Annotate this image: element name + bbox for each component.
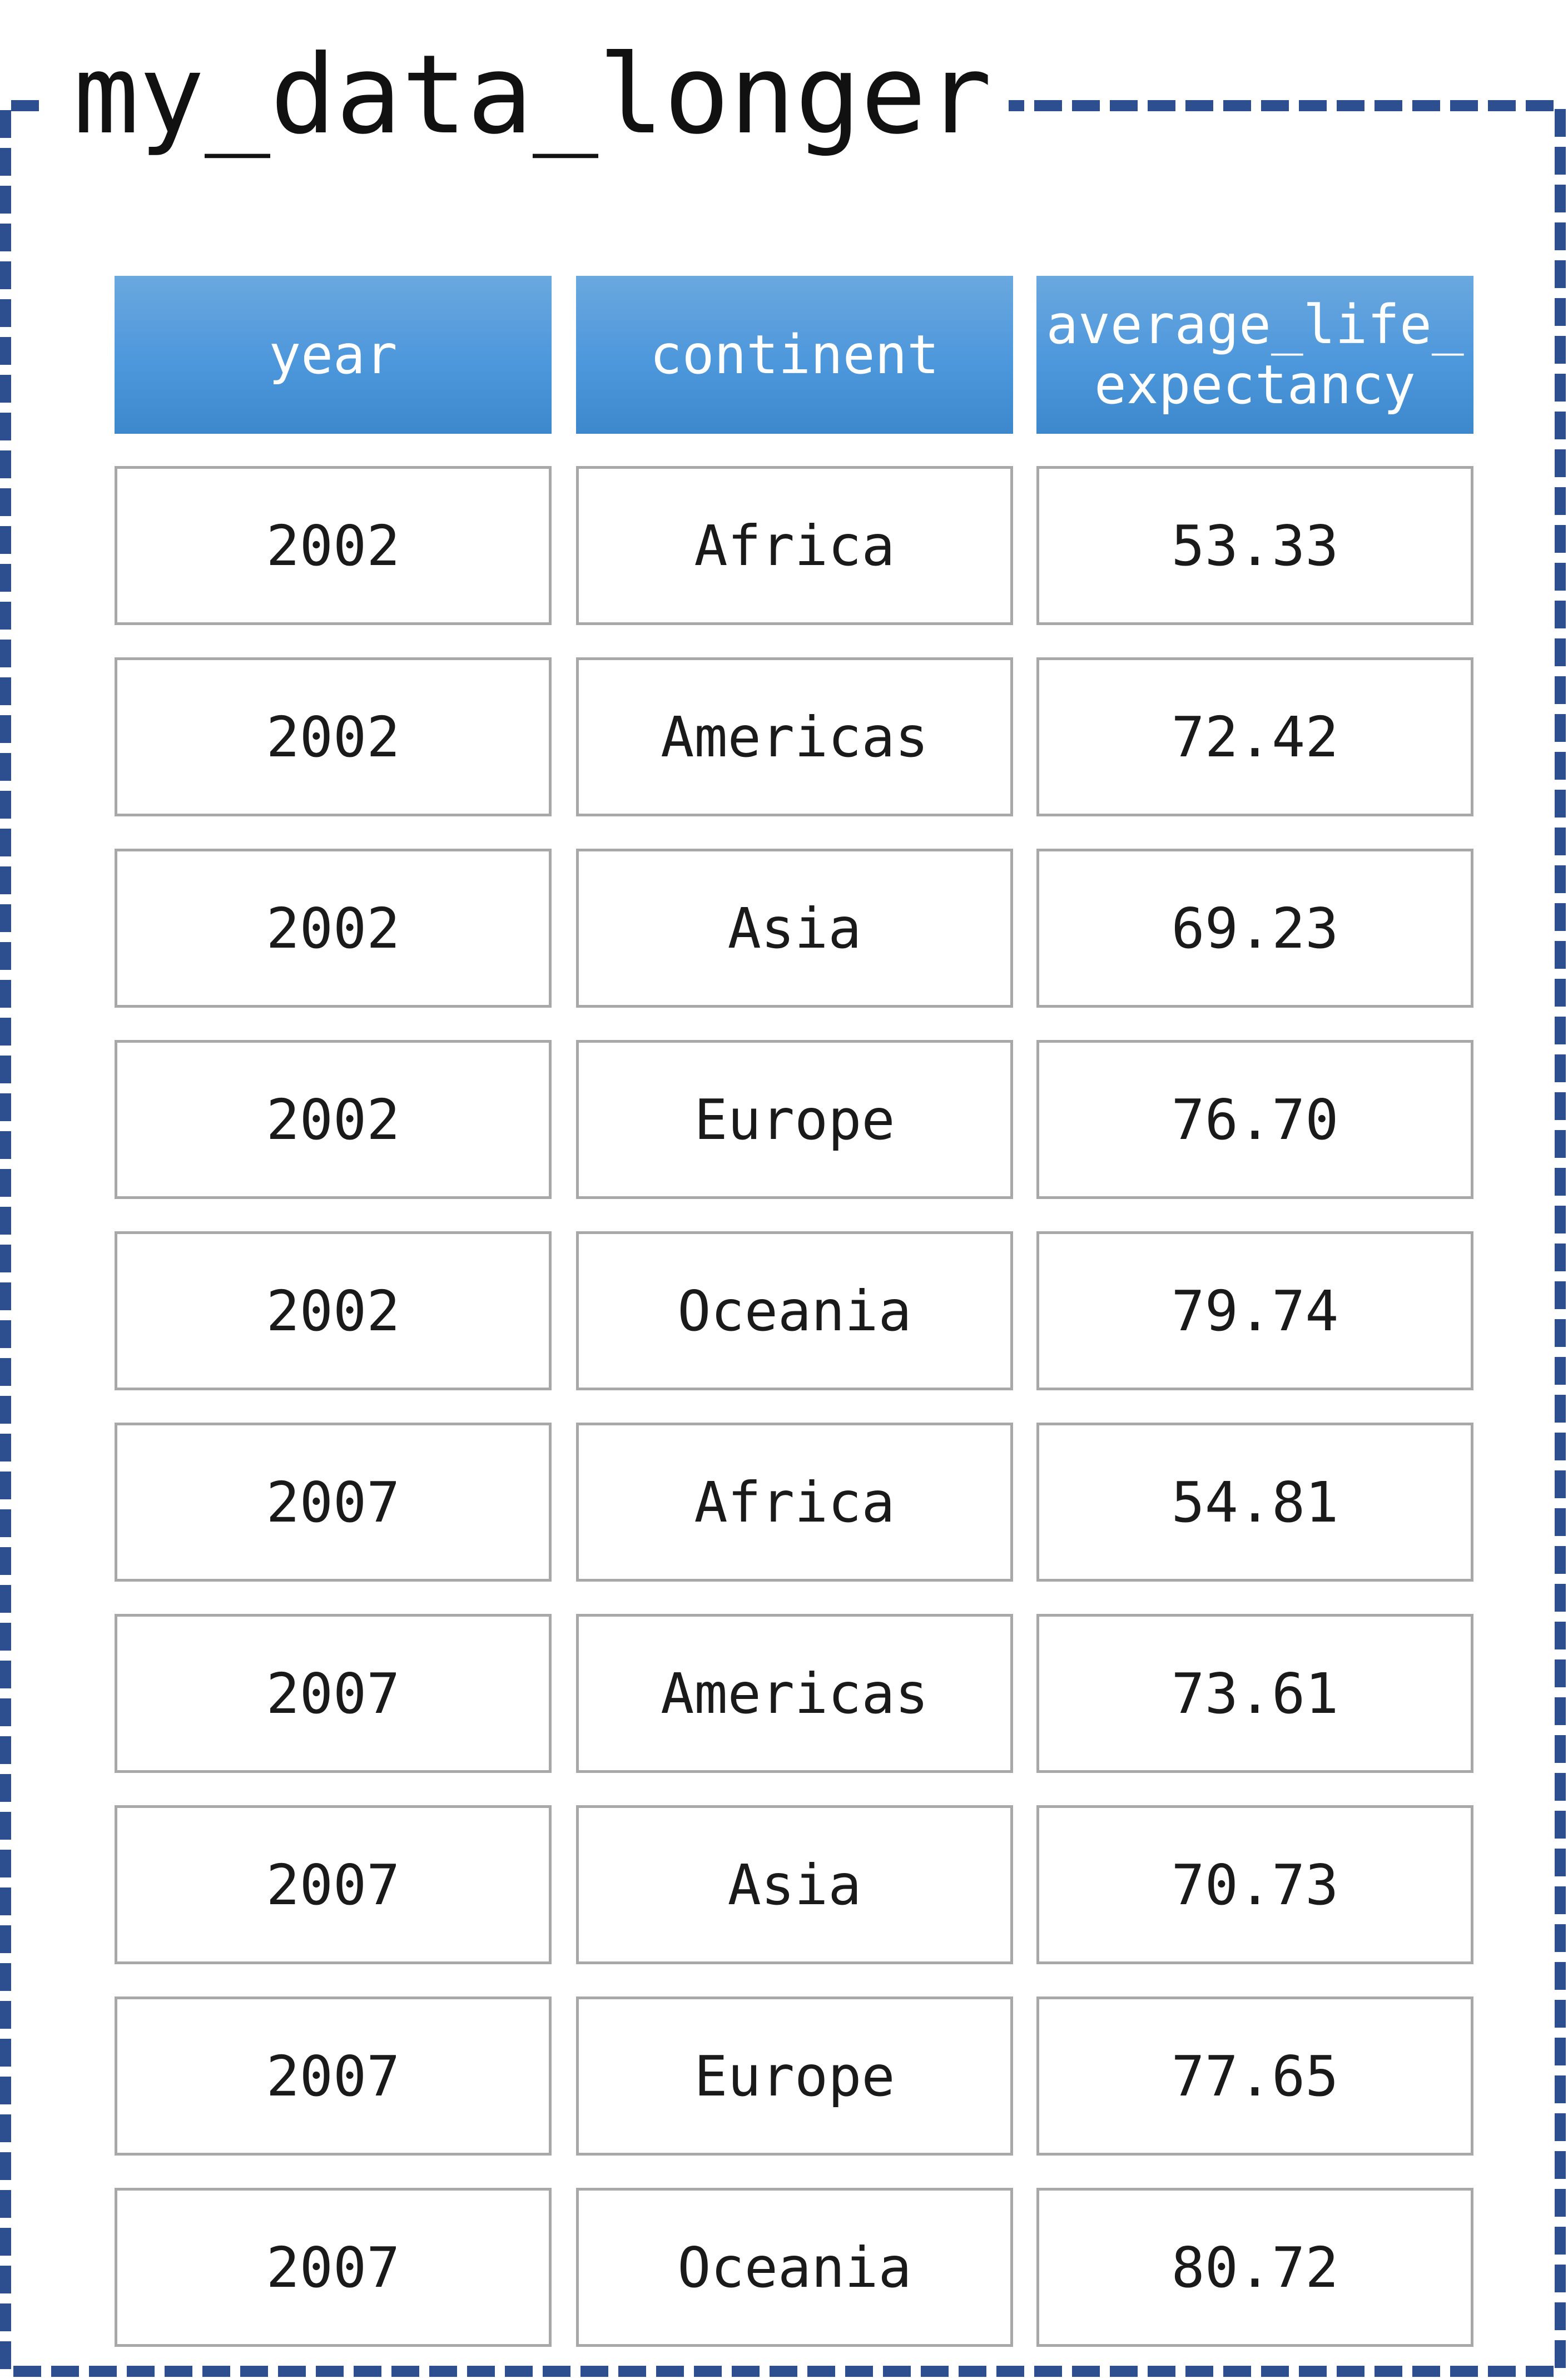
table-cell-year: 2002 [115,466,552,625]
table-cell-average-life-expectancy: 76.70 [1036,1040,1473,1199]
table-cell-average-life-expectancy: 70.73 [1036,1805,1473,1964]
table-cell-average-life-expectancy: 54.81 [1036,1423,1473,1582]
frame-title: my_data_longer [69,31,1009,159]
table-cell-year: 2007 [115,2188,552,2347]
table-cell-continent: Africa [576,1423,1013,1582]
table-cell-average-life-expectancy: 77.65 [1036,1996,1473,2156]
table-cell-continent: Oceania [576,1231,1013,1390]
table-cell-year: 2007 [115,1996,552,2156]
table-cell-continent: Asia [576,1805,1013,1964]
table-cell-continent: Europe [576,1996,1013,2156]
table-cell-average-life-expectancy: 69.23 [1036,849,1473,1008]
table-cell-average-life-expectancy: 80.72 [1036,2188,1473,2347]
table-cell-year: 2002 [115,1040,552,1199]
table-cell-continent: Asia [576,849,1013,1008]
column-header-continent: continent [576,276,1013,434]
table-cell-average-life-expectancy: 53.33 [1036,466,1473,625]
table-cell-average-life-expectancy: 72.42 [1036,657,1473,816]
table-cell-continent: Americas [576,657,1013,816]
table-cell-average-life-expectancy: 73.61 [1036,1614,1473,1773]
table-cell-year: 2002 [115,1231,552,1390]
table-cell-year: 2007 [115,1614,552,1773]
table-cell-continent: Africa [576,466,1013,625]
column-header-average-life-expectancy: average_life_ expectancy [1036,276,1473,434]
column-header-year: year [115,276,552,434]
table-cell-year: 2007 [115,1423,552,1582]
table-cell-continent: Europe [576,1040,1013,1199]
table-cell-year: 2002 [115,657,552,816]
table-cell-continent: Oceania [576,2188,1013,2347]
table-cell-average-life-expectancy: 79.74 [1036,1231,1473,1390]
table-cell-year: 2002 [115,849,552,1008]
table-cell-continent: Americas [576,1614,1013,1773]
table-cell-year: 2007 [115,1805,552,1964]
